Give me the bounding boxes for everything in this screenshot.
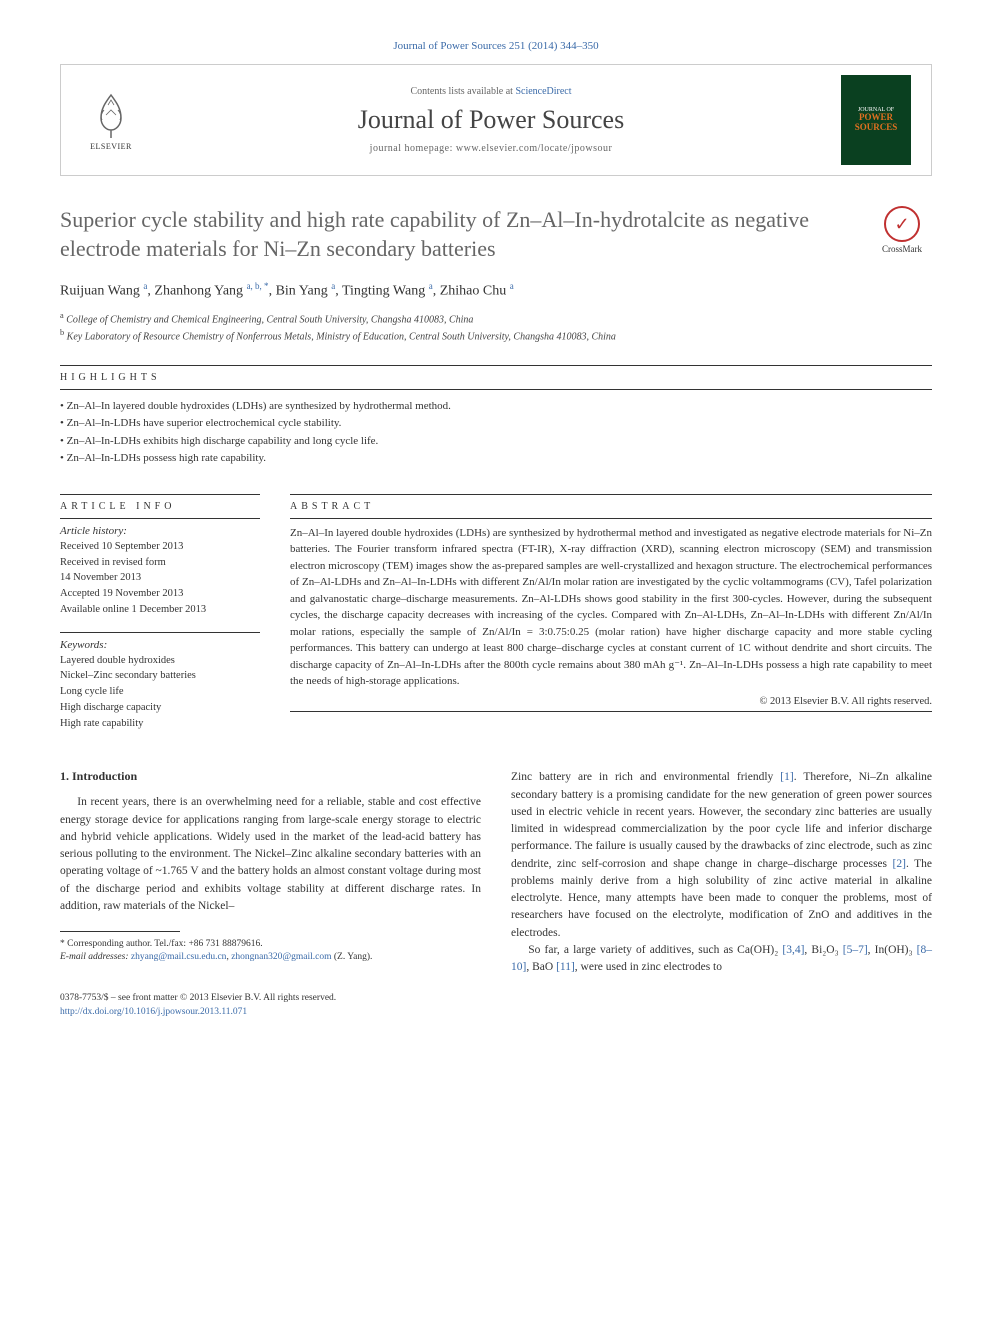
contents-line: Contents lists available at ScienceDirec… <box>161 86 821 97</box>
affiliation-b: b Key Laboratory of Resource Chemistry o… <box>60 327 932 344</box>
highlight-item: Zn–Al–In-LDHs have superior electrochemi… <box>60 415 932 433</box>
abstract-column: ABSTRACT Zn–Al–In layered double hydroxi… <box>290 488 932 746</box>
article-info-label: ARTICLE INFO <box>60 501 260 512</box>
cover-main-text: POWER SOURCES <box>845 113 907 133</box>
info-abstract-row: ARTICLE INFO Article history: Received 1… <box>60 488 932 746</box>
history-lines: Received 10 September 2013Received in re… <box>60 539 260 618</box>
footnotes: * Corresponding author. Tel./fax: +86 73… <box>60 938 481 965</box>
doi-link[interactable]: http://dx.doi.org/10.1016/j.jpowsour.201… <box>60 1007 247 1017</box>
ref-link-57[interactable]: [5–7] <box>843 944 868 956</box>
page-container: Journal of Power Sources 251 (2014) 344–… <box>0 0 992 1059</box>
highlights-label: HIGHLIGHTS <box>60 372 932 383</box>
publisher-name: ELSEVIER <box>90 142 132 151</box>
history-heading: Article history: <box>60 525 260 537</box>
article-history-block: Article history: Received 10 September 2… <box>60 525 260 618</box>
highlight-item: Zn–Al–In-LDHs exhibits high discharge ca… <box>60 433 932 451</box>
abstract-label: ABSTRACT <box>290 501 932 512</box>
email-link-1[interactable]: zhyang@mail.csu.edu.cn <box>131 952 227 962</box>
intro-heading: 1. Introduction <box>60 769 481 784</box>
divider <box>290 518 932 519</box>
highlights-list: Zn–Al–In layered double hydroxides (LDHs… <box>60 398 932 468</box>
body-section: 1. Introduction In recent years, there i… <box>60 769 932 976</box>
crossmark-check-icon: ✓ <box>894 214 909 235</box>
divider <box>60 518 260 519</box>
elsevier-logo: ELSEVIER <box>81 85 141 155</box>
crossmark-widget[interactable]: ✓ CrossMark <box>872 206 932 254</box>
corresponding-author-note: * Corresponding author. Tel./fax: +86 73… <box>60 938 481 951</box>
ref-link-34[interactable]: [3,4] <box>782 944 804 956</box>
divider <box>60 365 932 366</box>
abstract-text: Zn–Al–In layered double hydroxides (LDHs… <box>290 525 932 690</box>
email-suffix: (Z. Yang). <box>332 952 373 962</box>
divider <box>60 494 260 495</box>
journal-title: Journal of Power Sources <box>161 105 821 135</box>
article-title: Superior cycle stability and high rate c… <box>60 206 852 263</box>
contents-prefix: Contents lists available at <box>410 86 515 97</box>
divider <box>290 711 932 712</box>
page-footer: 0378-7753/$ – see front matter © 2013 El… <box>60 992 932 1019</box>
footnote-divider <box>60 931 180 932</box>
author-list: Ruijuan Wang a, Zhanhong Yang a, b, *, B… <box>60 281 932 300</box>
intro-para-1: In recent years, there is an overwhelmin… <box>60 794 481 915</box>
highlights-block: Zn–Al–In layered double hydroxides (LDHs… <box>60 398 932 468</box>
divider <box>60 632 260 633</box>
email-line: E-mail addresses: zhyang@mail.csu.edu.cn… <box>60 951 481 964</box>
ref-link-2[interactable]: [2] <box>893 858 906 870</box>
intro-para-2: Zinc battery are in rich and environment… <box>511 769 932 942</box>
divider <box>290 494 932 495</box>
elsevier-tree-icon <box>86 90 136 140</box>
abstract-copyright: © 2013 Elsevier B.V. All rights reserved… <box>290 696 932 707</box>
highlight-item: Zn–Al–In-LDHs possess high rate capabili… <box>60 450 932 468</box>
keywords-lines: Layered double hydroxidesNickel–Zinc sec… <box>60 653 260 732</box>
divider <box>60 389 932 390</box>
article-info-column: ARTICLE INFO Article history: Received 1… <box>60 488 260 746</box>
affiliations: a College of Chemistry and Chemical Engi… <box>60 310 932 345</box>
issn-copyright-line: 0378-7753/$ – see front matter © 2013 El… <box>60 992 932 1005</box>
affiliation-a: a College of Chemistry and Chemical Engi… <box>60 310 932 327</box>
homepage-url[interactable]: www.elsevier.com/locate/jpowsour <box>456 143 612 154</box>
sciencedirect-link[interactable]: ScienceDirect <box>515 86 571 97</box>
ref-link-11[interactable]: [11] <box>556 961 575 973</box>
crossmark-label: CrossMark <box>872 244 932 254</box>
email-link-2[interactable]: zhongnan320@gmail.com <box>231 952 331 962</box>
keywords-heading: Keywords: <box>60 639 260 651</box>
journal-cover-thumbnail: JOURNAL OF POWER SOURCES <box>841 75 911 165</box>
ref-link-1[interactable]: [1] <box>780 771 793 783</box>
header-center: Contents lists available at ScienceDirec… <box>161 86 821 154</box>
keywords-block: Keywords: Layered double hydroxidesNicke… <box>60 639 260 732</box>
title-row: Superior cycle stability and high rate c… <box>60 206 932 281</box>
email-label: E-mail addresses: <box>60 952 129 962</box>
homepage-prefix: journal homepage: <box>370 143 456 154</box>
citation-line: Journal of Power Sources 251 (2014) 344–… <box>60 40 932 52</box>
crossmark-badge-icon: ✓ <box>884 206 920 242</box>
homepage-line: journal homepage: www.elsevier.com/locat… <box>161 143 821 154</box>
intro-para-3: So far, a large variety of additives, su… <box>511 942 932 977</box>
journal-header: ELSEVIER Contents lists available at Sci… <box>60 64 932 176</box>
highlight-item: Zn–Al–In layered double hydroxides (LDHs… <box>60 398 932 416</box>
